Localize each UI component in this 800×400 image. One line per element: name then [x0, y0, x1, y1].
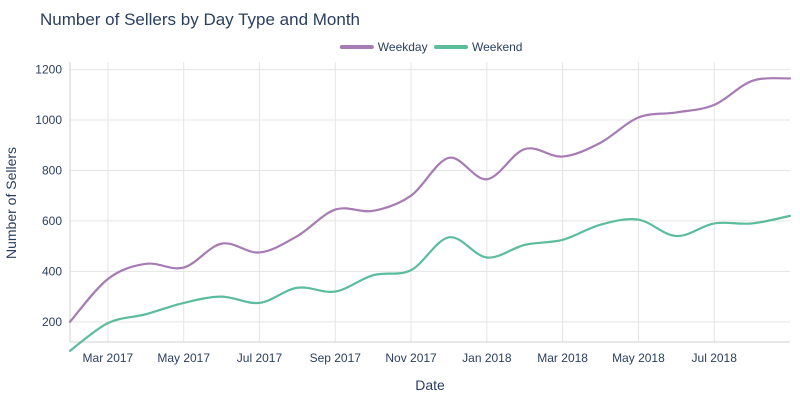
legend: Weekday Weekend	[339, 40, 522, 54]
y-axis-title: Number of Sellers	[3, 147, 19, 259]
series-line-weekend	[68, 214, 792, 352]
chart-title: Number of Sellers by Day Type and Month	[40, 10, 360, 29]
x-tick-labels: Mar 2017 May 2017 Jul 2017 Sep 2017 Nov 2017…	[83, 351, 738, 365]
x-tick-label-jul-2017: Jul 2017	[237, 351, 283, 365]
y-tick-labels: 200 400 600 800 1000 1200	[35, 63, 62, 329]
y-tick-label-600: 600	[42, 214, 62, 228]
x-tick-label-may-2018: May 2018	[612, 351, 665, 365]
y-tick-label-1200: 1200	[35, 63, 62, 77]
x-tick-label-nov-2017: Nov 2017	[385, 351, 437, 365]
y-tick-label-200: 200	[42, 315, 62, 329]
legend-label-weekend: Weekend	[472, 40, 522, 54]
x-gridlines	[107, 62, 715, 342]
x-tick-label-mar-2018: Mar 2018	[537, 351, 588, 365]
y-tick-label-1000: 1000	[35, 113, 62, 127]
y-tick-label-800: 800	[42, 163, 62, 177]
legend-label-weekday: Weekday	[378, 40, 428, 54]
x-tick-label-sep-2017: Sep 2017	[310, 351, 362, 365]
x-axis-title: Date	[415, 377, 445, 393]
y-gridlines	[70, 69, 790, 323]
series-line-weekday	[68, 77, 792, 323]
x-tick-label-jul-2018: Jul 2018	[692, 351, 738, 365]
series-lines	[68, 77, 792, 352]
x-tick-label-may-2017: May 2017	[157, 351, 210, 365]
legend-item-weekday[interactable]: Weekday	[339, 40, 428, 54]
x-tick-label-mar-2017: Mar 2017	[83, 351, 134, 365]
x-tick-label-jan-2018: Jan 2018	[462, 351, 512, 365]
legend-item-weekend[interactable]: Weekend	[434, 40, 522, 54]
y-tick-label-400: 400	[42, 264, 62, 278]
